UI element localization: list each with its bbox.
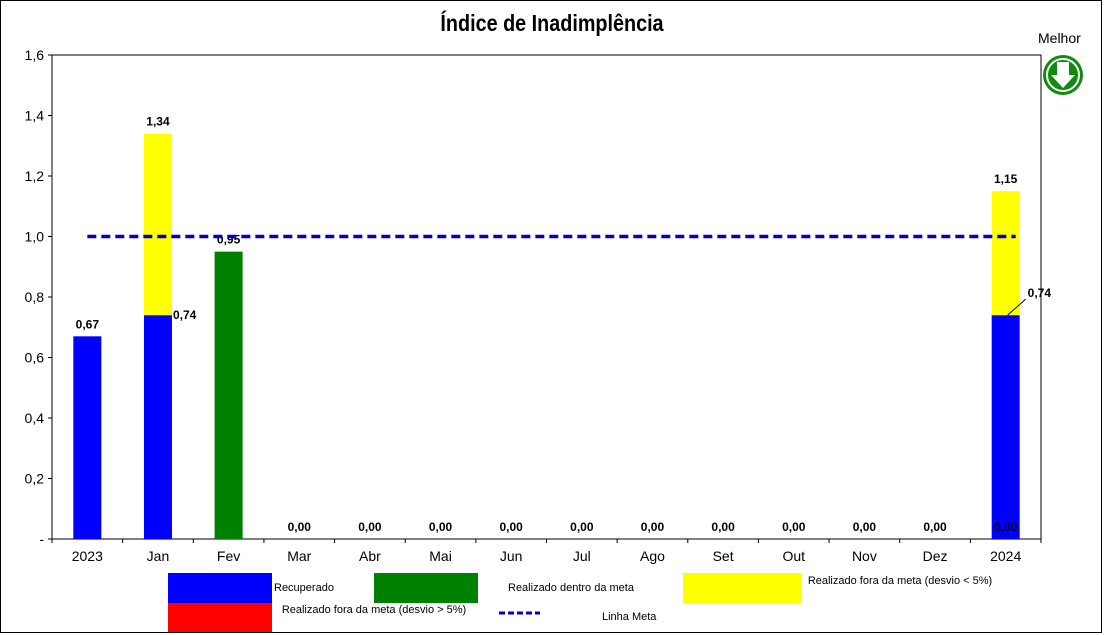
x-tick-label: Mai	[429, 548, 452, 564]
y-tick-label: 0,2	[25, 471, 45, 487]
bar-recuperado	[73, 336, 102, 539]
chart-title: Índice de Inadimplência	[440, 10, 664, 36]
x-tick-label: Nov	[852, 548, 877, 564]
total-value-label: 1,15	[994, 172, 1018, 186]
bar-realizado-dentro-da-meta	[214, 251, 243, 539]
x-tick-label: Set	[713, 548, 734, 564]
x-tick-label: Ago	[640, 548, 665, 564]
total-value-label: 0,00	[711, 520, 735, 534]
total-value-label: 0,00	[641, 520, 665, 534]
total-value-label: 0,00	[429, 520, 453, 534]
bottom-value-label: 0,00	[994, 520, 1018, 534]
x-tick-label: 2023	[72, 548, 103, 564]
total-value-label: 0,00	[782, 520, 806, 534]
total-value-label: 0,00	[288, 520, 312, 534]
x-tick-label: Mar	[287, 548, 311, 564]
total-value-label: 0,00	[499, 520, 523, 534]
y-tick-label: 1,2	[25, 168, 45, 184]
total-value-label: 0,00	[923, 520, 947, 534]
bar-realizado-fora-da-meta-desvio-5	[991, 191, 1020, 316]
total-value-label: 0,00	[853, 520, 877, 534]
bar-recuperado	[143, 315, 172, 539]
total-value-label: 0,00	[358, 520, 382, 534]
x-tick-label: Out	[782, 548, 805, 564]
x-tick-label: Jul	[573, 548, 591, 564]
x-tick-label: Fev	[217, 548, 240, 564]
x-tick-label: Abr	[359, 548, 381, 564]
x-tick-label: Dez	[923, 548, 948, 564]
y-tick-label: 1,0	[25, 229, 45, 245]
better-direction-label: Melhor	[1038, 30, 1081, 46]
total-value-label: 0,95	[217, 233, 241, 247]
total-value-label: 0,67	[76, 317, 100, 331]
y-tick-label: 0,4	[25, 410, 45, 426]
y-tick-label: 1,4	[25, 108, 45, 124]
arrow-down-icon	[1043, 55, 1083, 95]
recuperado-value-label: 0,74	[1028, 286, 1052, 300]
y-tick-label: 0,6	[25, 350, 45, 366]
y-tick-label: -	[39, 531, 44, 547]
plot-area-border	[51, 54, 1042, 540]
total-value-label: 1,34	[146, 115, 170, 129]
x-tick-label: Jun	[500, 548, 523, 564]
recuperado-value-label: 0,74	[173, 308, 197, 322]
bar-recuperado	[991, 315, 1020, 539]
bar-realizado-fora-da-meta-desvio-5	[143, 133, 172, 316]
x-tick-label: 2024	[990, 548, 1021, 564]
total-value-label: 0,00	[570, 520, 594, 534]
y-tick-label: 0,8	[25, 289, 45, 305]
leader-line	[1007, 298, 1027, 316]
y-tick-label: 1,6	[25, 47, 45, 63]
x-tick-label: Jan	[147, 548, 170, 564]
